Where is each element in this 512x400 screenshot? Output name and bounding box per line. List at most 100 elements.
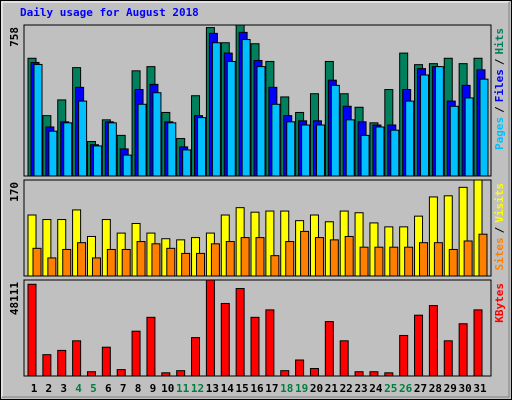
bar: [63, 122, 73, 177]
bar: [301, 124, 311, 177]
bar: [280, 370, 290, 377]
bar: [107, 122, 117, 177]
x-tick-label: 18: [280, 382, 293, 395]
y-tick-label: 170: [8, 182, 21, 202]
bar: [32, 247, 42, 277]
x-tick-label: 27: [414, 382, 427, 395]
x-tick-label: 5: [90, 382, 97, 395]
x-tick-label: 7: [120, 382, 127, 395]
bar: [384, 372, 394, 377]
bar: [354, 371, 364, 377]
bar: [330, 84, 340, 177]
bar: [256, 66, 266, 177]
x-tick-label: 1: [31, 382, 38, 395]
bar: [181, 252, 191, 277]
bar: [42, 219, 52, 277]
bar: [464, 97, 474, 177]
bar: [344, 235, 354, 277]
bar: [265, 210, 275, 277]
bar: [78, 100, 88, 177]
legend-separator: /: [493, 226, 506, 233]
bar: [390, 129, 400, 177]
bar: [433, 242, 443, 277]
bar: [295, 359, 305, 377]
bar: [448, 248, 458, 277]
bar: [458, 323, 468, 377]
bar: [405, 100, 415, 177]
bar: [270, 255, 280, 277]
x-tick-label: 29: [444, 382, 457, 395]
bar: [265, 309, 275, 377]
bar: [389, 246, 399, 277]
y-tick-label: 48111: [8, 282, 21, 315]
bar: [443, 340, 453, 377]
bar: [176, 370, 186, 377]
bar: [210, 243, 220, 277]
bar: [375, 126, 385, 177]
x-tick-label: 8: [135, 382, 142, 395]
x-tick-label: 25: [384, 382, 397, 395]
bar: [161, 372, 171, 377]
bar: [151, 243, 161, 277]
bar: [137, 103, 147, 177]
bar: [47, 257, 57, 277]
x-tick-label: 9: [150, 382, 157, 395]
legend-separator: /: [493, 58, 506, 65]
bar: [315, 124, 325, 177]
x-tick-label: 21: [325, 382, 339, 395]
bar: [152, 92, 162, 177]
bar: [116, 369, 126, 377]
x-tick-label: 15: [236, 382, 249, 395]
bar: [42, 354, 52, 377]
bar: [131, 330, 141, 377]
bar: [86, 371, 96, 377]
bar: [33, 63, 43, 177]
bar: [146, 316, 156, 377]
bar: [428, 305, 438, 377]
legend: KBytes: [493, 283, 506, 323]
bar: [250, 316, 260, 377]
x-tick-label: 10: [161, 382, 174, 395]
bar: [399, 334, 409, 377]
bar: [314, 237, 324, 277]
x-tick-label: 23: [354, 382, 367, 395]
bar: [220, 302, 230, 377]
bar: [197, 117, 207, 177]
y-tick-label: 758: [8, 27, 21, 47]
bar: [86, 235, 96, 277]
legend-entry: Files: [493, 69, 506, 102]
legend: Pages / Files / Hits: [493, 28, 506, 150]
bar: [329, 239, 339, 277]
x-tick-label: 19: [295, 382, 308, 395]
bar: [324, 321, 334, 377]
x-tick-label: 2: [46, 382, 53, 395]
bar: [241, 39, 251, 177]
bar: [458, 186, 468, 277]
bar: [77, 242, 87, 277]
bar: [359, 246, 369, 277]
bar: [235, 288, 245, 377]
x-tick-label: 14: [221, 382, 235, 395]
x-tick-label: 13: [206, 382, 219, 395]
bar: [57, 349, 67, 377]
bar: [136, 241, 146, 277]
bar: [106, 248, 116, 277]
bar: [374, 246, 384, 277]
bar: [369, 371, 379, 377]
bar: [121, 248, 131, 277]
x-tick-label: 16: [250, 382, 264, 395]
bar: [354, 212, 364, 277]
bar: [122, 154, 132, 177]
bar: [182, 149, 192, 177]
bar: [240, 237, 250, 277]
x-tick-label: 12: [191, 382, 204, 395]
bar: [309, 368, 319, 377]
bar: [91, 257, 101, 277]
bar: [420, 74, 430, 177]
bar: [225, 241, 235, 277]
bar: [473, 309, 483, 377]
